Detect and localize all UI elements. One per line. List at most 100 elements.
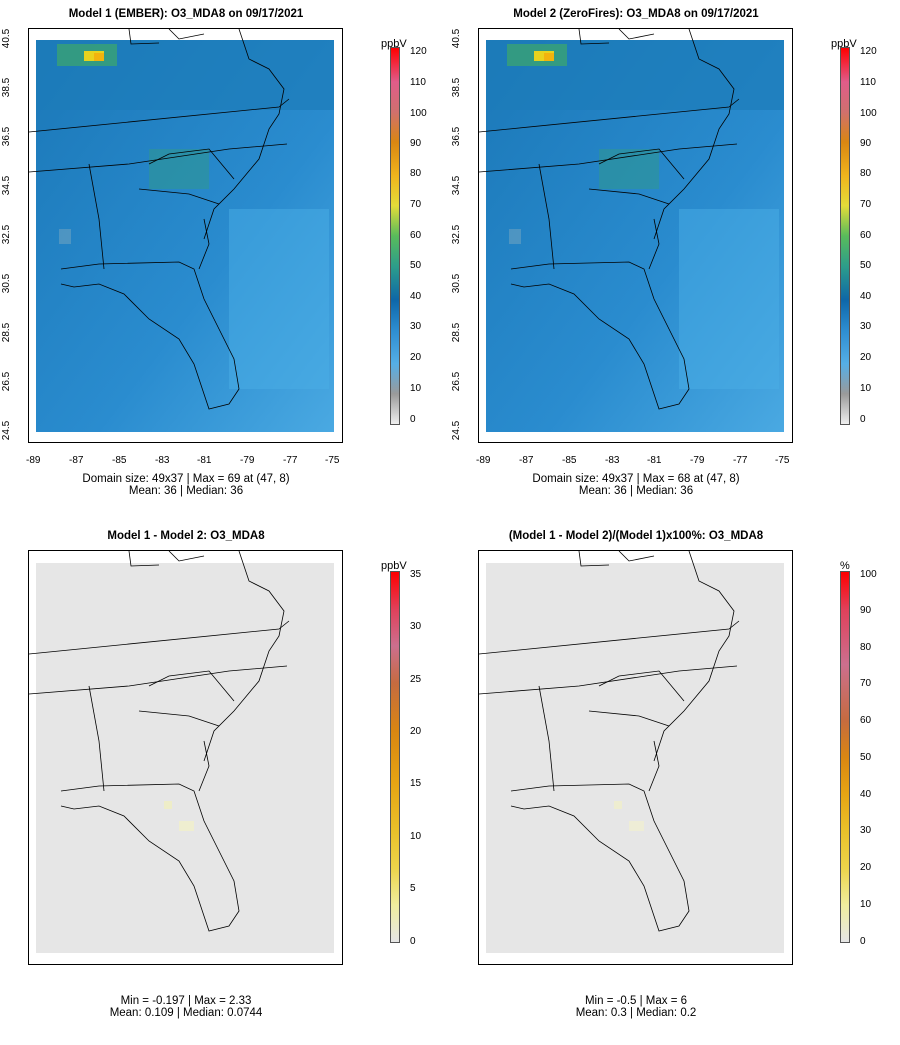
y-tick-label: 26.5: [451, 371, 463, 392]
x-tick-label: -89: [26, 455, 41, 466]
colorbar: [840, 47, 850, 425]
y-tick-label: 30.5: [1, 273, 13, 294]
colorbar-tick: 50: [410, 260, 422, 271]
colorbar-tick: 10: [410, 831, 422, 842]
y-tick-label: 38.5: [451, 77, 463, 98]
colorbar-tick: 110: [860, 77, 876, 88]
colorbar-tick: 5: [410, 883, 416, 894]
caption-line1: Domain size: 49x37 | Max = 69 at (47, 8): [82, 473, 290, 485]
colorbar-tick: 60: [860, 715, 872, 726]
x-tick-label: -85: [562, 455, 577, 466]
y-tick-label: 34.5: [1, 175, 13, 196]
caption-line1: Min = -0.5 | Max = 6: [584, 995, 688, 1007]
concentration-map: [29, 29, 334, 432]
caption-line2: Mean: 0.3 | Median: 0.2: [575, 1007, 697, 1019]
colorbar: [390, 571, 400, 943]
y-tick-label: 40.5: [451, 28, 463, 49]
colorbar-tick: 20: [860, 352, 872, 363]
panel-title: Model 1 (EMBER): O3_MDA8 on 09/17/2021: [68, 8, 304, 20]
x-tick-label: -79: [240, 455, 255, 466]
y-tick-label: 38.5: [1, 77, 13, 98]
colorbar-tick: 30: [410, 321, 422, 332]
colorbar-tick: 100: [860, 569, 877, 580]
x-tick-label: -87: [519, 455, 534, 466]
colorbar-tick: 0: [410, 936, 416, 947]
colorbar-tick: 0: [860, 414, 866, 425]
colorbar-tick: 120: [410, 46, 427, 57]
percent-difference-map: [479, 551, 784, 953]
x-tick-label: -75: [325, 455, 340, 466]
colorbar-tick: 90: [860, 605, 872, 616]
map-frame: [478, 550, 793, 965]
x-tick-label: -75: [775, 455, 790, 466]
x-tick-label: -79: [690, 455, 705, 466]
y-tick-label: 40.5: [1, 28, 13, 49]
colorbar-tick: 20: [860, 862, 872, 873]
colorbar-tick: 60: [860, 230, 872, 241]
y-tick-label: 30.5: [451, 273, 463, 294]
map-frame: [28, 28, 343, 443]
colorbar-tick: 20: [410, 726, 422, 737]
colorbar-tick: 30: [860, 825, 872, 836]
y-tick-label: 32.5: [451, 224, 463, 245]
colorbar-tick: 40: [860, 789, 872, 800]
colorbar-unit: %: [840, 560, 850, 572]
panel-model2: Model 2 (ZeroFires): O3_MDA8 on 09/17/20…: [450, 0, 900, 522]
colorbar-tick: 0: [410, 414, 416, 425]
colorbar-tick: 10: [860, 383, 872, 394]
colorbar-tick: 40: [860, 291, 872, 302]
panel-title: Model 2 (ZeroFires): O3_MDA8 on 09/17/20…: [513, 8, 759, 20]
caption-line1: Domain size: 49x37 | Max = 68 at (47, 8): [532, 473, 740, 485]
colorbar-tick: 70: [860, 678, 872, 689]
panel-model1: Model 1 (EMBER): O3_MDA8 on 09/17/2021: [0, 0, 450, 522]
colorbar-tick: 30: [860, 321, 872, 332]
colorbar-tick: 50: [860, 752, 872, 763]
concentration-map: [479, 29, 784, 432]
x-tick-label: -77: [733, 455, 748, 466]
colorbar-tick: 80: [860, 642, 872, 653]
y-tick-label: 36.5: [451, 126, 463, 147]
colorbar: [840, 571, 850, 943]
panel-difference: Model 1 - Model 2: O3_MDA8 Min = -0.197 …: [0, 522, 450, 1044]
panel-title: (Model 1 - Model 2)/(Model 1)x100%: O3_M…: [508, 530, 764, 542]
colorbar-tick: 50: [860, 260, 872, 271]
colorbar-tick: 90: [860, 138, 872, 149]
colorbar-tick: 110: [410, 77, 426, 88]
x-tick-label: -83: [155, 455, 170, 466]
map-frame: [28, 550, 343, 965]
y-tick-label: 24.5: [1, 420, 13, 441]
y-tick-label: 32.5: [1, 224, 13, 245]
x-tick-label: -83: [605, 455, 620, 466]
colorbar-unit: ppbV: [381, 560, 407, 572]
difference-map: [29, 551, 334, 953]
y-tick-label: 36.5: [1, 126, 13, 147]
x-tick-label: -81: [197, 455, 212, 466]
colorbar-unit: ppbV: [831, 38, 857, 50]
colorbar-tick: 20: [410, 352, 422, 363]
y-tick-label: 24.5: [451, 420, 463, 441]
x-tick-label: -89: [476, 455, 491, 466]
y-tick-label: 34.5: [451, 175, 463, 196]
colorbar-tick: 60: [410, 230, 422, 241]
x-tick-label: -77: [283, 455, 298, 466]
colorbar-unit: ppbV: [381, 38, 407, 50]
colorbar-tick: 15: [410, 778, 422, 789]
colorbar-tick: 10: [410, 383, 422, 394]
colorbar-tick: 80: [410, 168, 422, 179]
colorbar-tick: 40: [410, 291, 422, 302]
colorbar-tick: 120: [860, 46, 877, 57]
colorbar: [390, 47, 400, 425]
map-frame: [478, 28, 793, 443]
colorbar-tick: 80: [860, 168, 872, 179]
colorbar-tick: 100: [410, 108, 427, 119]
caption-line2: Mean: 0.109 | Median: 0.0744: [109, 1007, 263, 1019]
colorbar-tick: 35: [410, 569, 422, 580]
colorbar-tick: 10: [860, 899, 872, 910]
colorbar-tick: 100: [860, 108, 877, 119]
colorbar-tick: 30: [410, 621, 422, 632]
caption-line2: Mean: 36 | Median: 36: [128, 485, 244, 497]
colorbar-tick: 70: [860, 199, 872, 210]
panel-title: Model 1 - Model 2: O3_MDA8: [107, 530, 265, 542]
x-tick-label: -87: [69, 455, 84, 466]
caption-line1: Min = -0.197 | Max = 2.33: [120, 995, 252, 1007]
